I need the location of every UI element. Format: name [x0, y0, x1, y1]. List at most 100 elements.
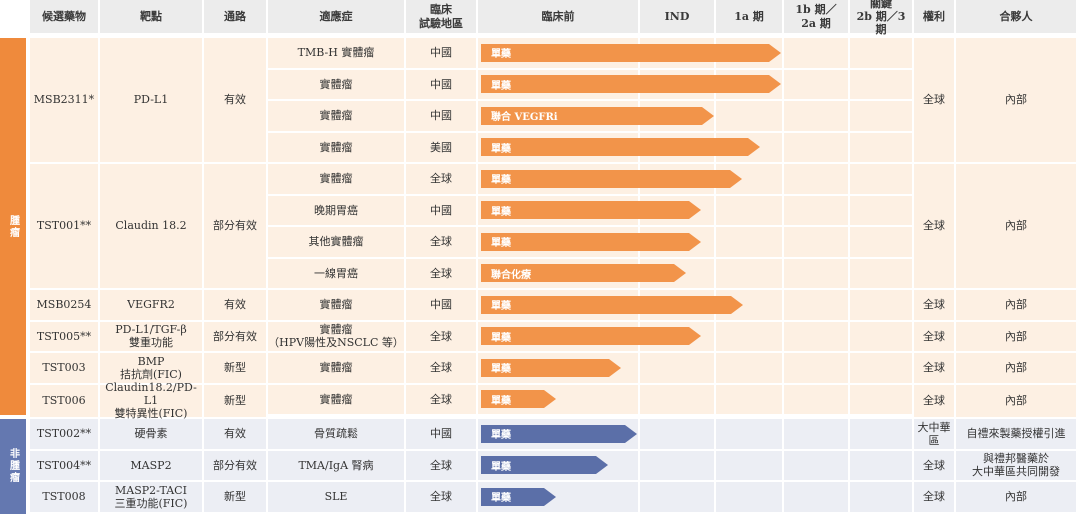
progress-bar-arrowhead [624, 424, 637, 443]
stage-cell [850, 164, 912, 194]
group-pathway: 有效 [204, 419, 266, 449]
progress-bar: 單藥 [481, 201, 701, 220]
progress-bar: 單藥 [481, 456, 608, 475]
row-indication: 實體瘤 [268, 164, 404, 194]
stage-cell [640, 353, 714, 383]
progress-bar-arrowhead [702, 106, 715, 125]
stage-cell [850, 227, 912, 257]
group-target: 硬骨素 [100, 419, 202, 449]
stage-cell [716, 419, 782, 449]
group-partner: 內部 [956, 38, 1076, 162]
header-phase1b2a: 1b 期／ 2a 期 [784, 0, 848, 33]
row-indication: TMB-H 實體瘤 [268, 38, 404, 68]
stage-cell [850, 195, 912, 225]
row-indication: TMA/IgA 腎病 [268, 450, 404, 480]
progress-bar: 聯合化療 [481, 264, 686, 283]
header-preclinical: 臨床前 [478, 0, 638, 33]
progress-bar-arrowhead [748, 138, 761, 157]
stage-cell [784, 195, 848, 225]
progress-bar-arrowhead [731, 295, 744, 314]
stage-cell [716, 353, 782, 383]
group-target: Claudin18.2/PD-L1 雙特異性(FIC) [100, 381, 202, 420]
row-region: 中國 [406, 69, 476, 99]
header-phase1a: 1a 期 [716, 0, 782, 33]
stage-cell [640, 419, 714, 449]
stage-cell [850, 482, 912, 512]
stage-cell [784, 290, 848, 320]
stage-cell [784, 450, 848, 480]
progress-bar-label: 單藥 [491, 175, 511, 187]
stage-cell [640, 450, 714, 480]
progress-bar-arrowhead [688, 327, 701, 346]
group-partner: 內部 [956, 482, 1076, 512]
row-indication: SLE [268, 482, 404, 512]
stage-cell [784, 258, 848, 288]
stage-cell [850, 419, 912, 449]
group-partner: 自禮來製藥授權引進 [956, 419, 1076, 449]
row-indication: 骨質疏鬆 [268, 419, 404, 449]
stage-cell [716, 321, 782, 351]
progress-bar-label: 單藥 [491, 395, 511, 407]
progress-bar-arrowhead [768, 43, 781, 62]
header-partner: 合夥人 [956, 0, 1076, 33]
row-region: 全球 [406, 353, 476, 383]
progress-bar-label: 單藥 [491, 80, 511, 92]
row-region: 美國 [406, 132, 476, 162]
stage-cell [784, 419, 848, 449]
progress-bar: 聯合 VEGFRi [481, 106, 715, 125]
progress-bar: 單藥 [481, 390, 556, 409]
stage-cell [716, 101, 782, 131]
progress-bar: 單藥 [481, 232, 701, 251]
group-candidate: MSB2311* [30, 38, 98, 162]
group-pathway: 部分有效 [204, 450, 266, 480]
stage-cell [850, 38, 912, 68]
stage-cell [850, 353, 912, 383]
group-target: PD-L1/TGF-β 雙重功能 [100, 321, 202, 351]
stage-cell [716, 384, 782, 414]
row-indication: 實體瘤 [268, 353, 404, 383]
group-target: VEGFR2 [100, 290, 202, 320]
group-pathway: 新型 [204, 353, 266, 383]
row-region: 全球 [406, 227, 476, 257]
group-rights: 全球 [914, 38, 954, 162]
stage-cell [784, 384, 848, 414]
row-indication: 一線胃癌 [268, 258, 404, 288]
group-partner: 內部 [956, 353, 1076, 383]
progress-bar: 單藥 [481, 424, 637, 443]
stage-cell [784, 38, 848, 68]
group-candidate: MSB0254 [30, 290, 98, 320]
row-region: 全球 [406, 450, 476, 480]
group-partner: 內部 [956, 321, 1076, 351]
group-rights: 全球 [914, 353, 954, 383]
header-candidate: 候選藥物 [30, 0, 98, 33]
stage-cell [716, 195, 782, 225]
group-target: MASP2 [100, 450, 202, 480]
row-region: 中國 [406, 419, 476, 449]
progress-bar-arrowhead [595, 456, 608, 475]
stage-cell [784, 164, 848, 194]
progress-bar-label: 單藥 [491, 332, 511, 344]
header-pathway: 通路 [204, 0, 266, 33]
group-partner: 與禮邦醫藥於 大中華區共同開發 [956, 450, 1076, 480]
row-indication: 實體瘤 [268, 384, 404, 414]
stage-cell [784, 132, 848, 162]
row-region: 中國 [406, 195, 476, 225]
row-indication: 實體瘤 [268, 132, 404, 162]
progress-bar-arrowhead [608, 358, 621, 377]
group-pathway: 新型 [204, 482, 266, 512]
group-candidate: TST004** [30, 450, 98, 480]
progress-bar: 單藥 [481, 487, 556, 506]
progress-bar-label: 聯合化療 [491, 269, 531, 281]
group-candidate: TST005** [30, 321, 98, 351]
row-indication: 實體瘤 [268, 101, 404, 131]
stage-cell [640, 482, 714, 512]
section-label-oncology: 腫瘤 [0, 38, 26, 415]
stage-cell [850, 450, 912, 480]
progress-bar-label: 單藥 [491, 461, 511, 473]
progress-bar-label: 聯合 VEGFRi [491, 112, 558, 124]
progress-bar-arrowhead [688, 232, 701, 251]
group-target: MASP2-TACI 三重功能(FIC) [100, 482, 202, 512]
group-rights: 全球 [914, 290, 954, 320]
header-region: 臨床 試驗地區 [406, 0, 476, 33]
